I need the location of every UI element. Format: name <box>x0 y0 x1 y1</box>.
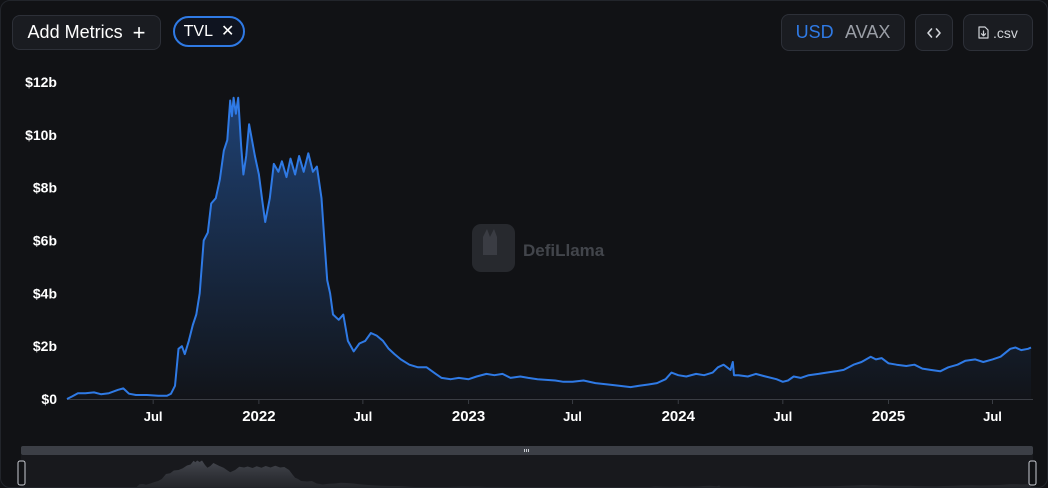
y-tick-label: $2b <box>33 338 57 354</box>
x-tick-label: Jul <box>144 409 163 424</box>
file-download-icon <box>978 26 989 39</box>
tvl-line <box>66 96 1032 400</box>
y-tick-label: $12b <box>25 74 57 90</box>
y-tick-label: $4b <box>33 285 57 301</box>
x-tick-label: Jul <box>353 409 372 424</box>
currency-option-usd[interactable]: USD <box>795 22 834 42</box>
watermark-text: DefiLlama <box>523 241 605 260</box>
y-tick-label: $10b <box>25 127 57 143</box>
add-metrics-button[interactable]: Add Metrics + <box>12 15 161 50</box>
range-preview-area <box>136 460 1031 487</box>
x-axis: Jul 2022 Jul 2023 Jul 2024 Jul 2025 Jul <box>144 399 1002 425</box>
metric-chip-tvl[interactable]: TVL ✕ <box>173 16 245 47</box>
csv-download-button[interactable]: .csv <box>963 14 1033 51</box>
embed-button[interactable] <box>915 14 953 51</box>
x-tick-label: 2025 <box>872 408 905 425</box>
csv-label: .csv <box>993 24 1018 41</box>
llama-head-shape <box>483 229 497 255</box>
range-selector[interactable] <box>17 446 1037 488</box>
x-tick-label: Jul <box>983 409 1002 424</box>
metric-chip-label: TVL <box>183 22 213 40</box>
range-handle-right[interactable] <box>1028 460 1037 486</box>
x-tick-label: Jul <box>773 409 792 424</box>
currency-toggle: USD AVAX <box>781 14 905 51</box>
defillama-watermark: DefiLlama <box>472 224 605 272</box>
y-axis: $0 $2b $4b $6b $8b $10b $12b <box>25 74 57 407</box>
code-icon <box>927 27 941 38</box>
plus-icon: + <box>132 19 146 45</box>
x-tick-label: 2024 <box>662 408 696 425</box>
close-icon[interactable]: ✕ <box>220 22 235 40</box>
range-handle-left[interactable] <box>17 460 26 486</box>
x-tick-label: Jul <box>563 409 582 424</box>
y-tick-label: $6b <box>33 233 57 249</box>
y-tick-label: $8b <box>33 180 57 196</box>
tvl-area <box>67 97 1031 400</box>
x-tick-label: 2023 <box>452 408 485 425</box>
add-metrics-label: Add Metrics <box>27 22 123 42</box>
y-tick-label: $0 <box>41 391 57 407</box>
currency-option-avax[interactable]: AVAX <box>844 22 891 42</box>
x-tick-label: 2022 <box>242 408 275 425</box>
drag-handle-icon[interactable] <box>524 449 529 452</box>
